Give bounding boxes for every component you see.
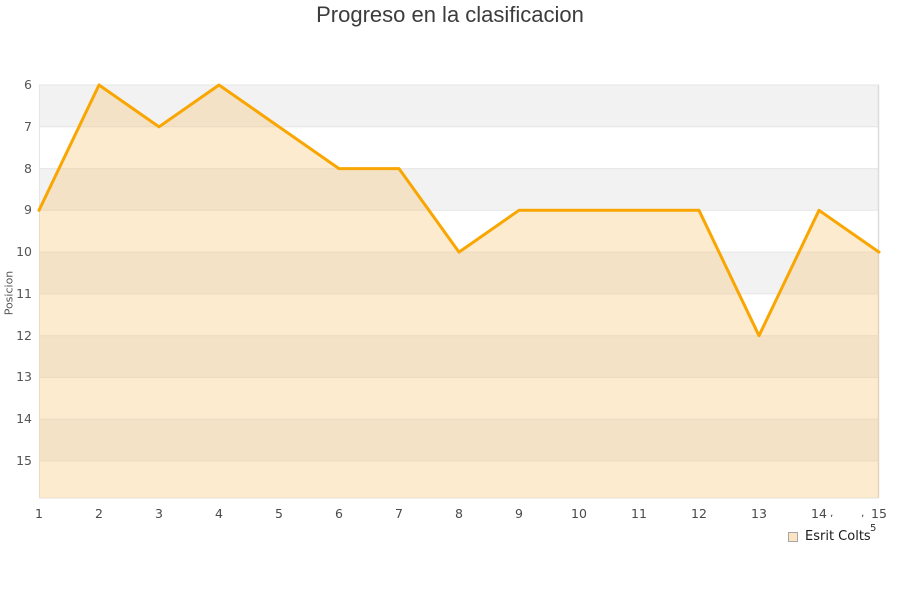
legend[interactable]: Esrit Colts (788, 529, 871, 544)
y-tick-label: 10 (16, 244, 32, 260)
x-tick-label: 4 (215, 506, 223, 521)
stray-tick-mark: ʼ (830, 514, 834, 525)
x-tick-label: 3 (155, 506, 163, 521)
x-tick-label: 1 (35, 506, 43, 521)
x-tick-label: 15 (871, 506, 887, 521)
stray-small-label: 5 (870, 523, 877, 534)
y-tick-label: 11 (16, 285, 32, 301)
y-tick-label: 6 (24, 77, 32, 92)
x-tick-label: 14 (811, 506, 827, 521)
y-tick-label: 7 (24, 118, 32, 134)
x-tick-label: 2 (95, 506, 103, 521)
x-tick-label: 8 (455, 506, 463, 521)
x-tick-label: 7 (395, 506, 403, 521)
x-tick-label: 13 (751, 506, 767, 521)
chart-title: Progreso en la clasificacion (316, 2, 584, 27)
y-tick-label: 14 (16, 411, 32, 427)
y-tick-label: 8 (24, 160, 32, 176)
legend-swatch-icon (788, 531, 798, 542)
y-tick-label: 9 (24, 202, 32, 218)
legend-label: Esrit Colts (805, 529, 871, 544)
x-tick-label: 5 (275, 506, 283, 521)
x-tick-label: 12 (691, 506, 707, 521)
x-tick-label: 11 (631, 506, 647, 521)
y-tick-label: 12 (16, 327, 32, 343)
y-tick-label: 13 (16, 369, 32, 385)
x-tick-label: 6 (335, 506, 343, 521)
x-tick-label: 10 (571, 506, 587, 521)
y-tick-label: 15 (16, 453, 32, 468)
stray-tick-mark: ʼ (861, 514, 865, 525)
x-tick-label: 9 (515, 506, 523, 521)
